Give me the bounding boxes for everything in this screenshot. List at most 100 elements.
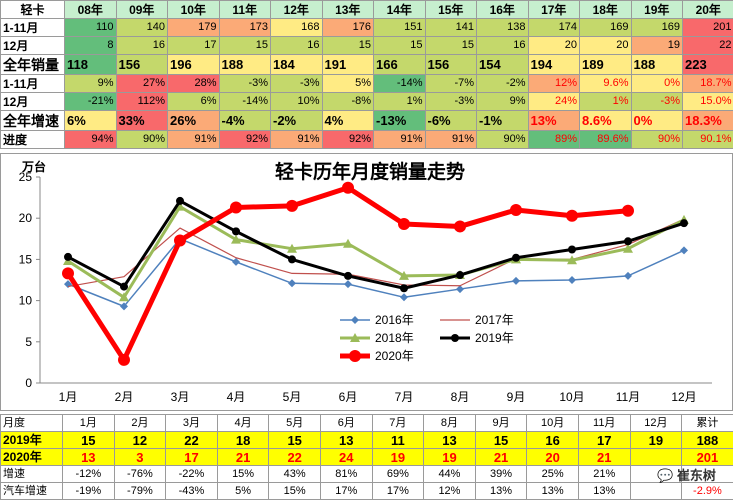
stat-cell: 188 <box>630 54 683 75</box>
month-header: 12月 <box>629 414 683 432</box>
data-point <box>286 199 298 212</box>
stat-cell: 20 <box>527 36 580 55</box>
stat-cell: 151 <box>373 18 426 37</box>
monthly-row: 增速 -12% -76% -22% 15% 43% 81% 69% 44% 39% 25% 21% <box>0 465 733 483</box>
stat-cell: 168 <box>270 18 323 37</box>
x-tick-label: 6月 <box>339 390 358 404</box>
monthly-cell: 69% <box>371 465 425 483</box>
y-tick-label: 10 <box>19 294 33 308</box>
monthly-cell: -79% <box>113 482 167 500</box>
row-label: 12月 <box>0 92 65 111</box>
monthly-cell: 81% <box>319 465 373 483</box>
monthly-cell: 17 <box>165 448 218 466</box>
x-tick-label: 8月 <box>451 390 470 404</box>
month-header: 3月 <box>165 414 218 432</box>
monthly-cell: 21% <box>577 465 631 483</box>
monthly-row: 汽车增速 -19% -79% -43% 5% 15% 17% 17% 12% 13% 13% 13% -… <box>0 482 733 500</box>
monthly-cell: 13 <box>423 431 476 449</box>
data-point <box>680 246 688 255</box>
month-header: 1月 <box>62 414 115 432</box>
monthly-cell: -76% <box>113 465 167 483</box>
stat-cell: 16 <box>270 36 323 55</box>
monthly-cell: 5% <box>216 482 270 500</box>
data-point <box>624 237 632 246</box>
stat-cell: 15 <box>424 36 477 55</box>
stat-cell: -21% <box>64 92 117 111</box>
data-point <box>623 243 633 253</box>
stat-cell: 169 <box>630 18 683 37</box>
stat-cell: 156 <box>424 54 477 75</box>
stat-cell: 110 <box>64 18 117 37</box>
data-point <box>344 280 352 289</box>
year-header: 18年 <box>579 0 632 19</box>
monthly-cell: 21 <box>577 448 631 466</box>
stat-cell: 22 <box>682 36 733 55</box>
year-header-row: 轻卡 08年 09年 10年 11年 12年 13年 14年 15年 16年 17年 18年 19年 20… <box>0 0 733 19</box>
stat-cell: 89.6% <box>579 130 632 149</box>
x-tick-label: 9月 <box>507 390 526 404</box>
legend-label: 2016年 <box>375 313 414 327</box>
data-point <box>451 334 459 342</box>
stat-cell: -8% <box>321 92 374 111</box>
stat-cell: 184 <box>270 54 323 75</box>
monthly-cell: 19 <box>371 448 425 466</box>
y-tick-label: 25 <box>19 170 33 184</box>
month-header: 10月 <box>526 414 579 432</box>
monthly-cell: 22 <box>165 431 218 449</box>
data-point <box>230 201 242 214</box>
chart-series <box>62 181 689 366</box>
stats-row: 全年增速 6% 33% 26% -4% -2% 4% -13% -6% -1% 13% 8.6% 0% 1… <box>0 110 733 131</box>
monthly-cell: 17% <box>371 482 425 500</box>
data-point <box>567 255 577 265</box>
stat-cell: -1% <box>476 110 529 131</box>
stat-cell: 179 <box>167 18 220 37</box>
stat-cell: 169 <box>579 18 632 37</box>
series-line <box>67 205 685 299</box>
stat-cell: 4% <box>321 110 374 131</box>
legend-label: 2017年 <box>475 313 514 327</box>
data-point <box>510 203 522 216</box>
monthly-cell: 20 <box>526 448 579 466</box>
monthly-cell: 17 <box>577 431 631 449</box>
stat-cell: 9% <box>64 74 117 93</box>
data-point <box>456 271 464 280</box>
stats-row: 1-11月 110 140 179 173 168 176 151 141 138 174 169 16… <box>0 18 733 37</box>
stat-cell: 90.1% <box>682 130 733 149</box>
data-point <box>454 220 466 233</box>
month-header: 2月 <box>113 414 167 432</box>
stat-cell: 27% <box>115 74 168 93</box>
row-label: 1-11月 <box>0 74 65 93</box>
stat-cell: 91% <box>373 130 426 149</box>
data-point <box>568 245 576 254</box>
monthly-cell: -43% <box>165 482 218 500</box>
row-label: 进度 <box>0 130 65 149</box>
data-point <box>176 196 184 205</box>
year-header: 09年 <box>115 0 168 19</box>
stat-cell: 8.6% <box>579 110 632 131</box>
stat-cell: 90% <box>630 130 683 149</box>
stat-cell: 33% <box>115 110 168 131</box>
month-header: 4月 <box>216 414 270 432</box>
x-tick-label: 10月 <box>559 390 584 404</box>
monthly-cell: 21 <box>216 448 270 466</box>
year-header: 11年 <box>218 0 271 19</box>
monthly-cell: 13% <box>526 482 579 500</box>
row-label: 全年增速 <box>0 110 65 131</box>
monthly-cell: 13% <box>577 482 631 500</box>
monthly-cell: 17% <box>319 482 373 500</box>
stat-cell: 6% <box>167 92 220 111</box>
data-point <box>568 276 576 284</box>
monthly-cell <box>629 482 683 500</box>
year-header: 20年 <box>682 0 733 19</box>
stat-cell: 141 <box>424 18 477 37</box>
data-point <box>343 238 353 248</box>
year-header: 10年 <box>167 0 220 19</box>
monthly-cell: 15 <box>62 431 115 449</box>
year-header: 14年 <box>373 0 426 19</box>
data-point <box>62 267 74 280</box>
month-header: 6月 <box>319 414 373 432</box>
stat-cell: 16 <box>476 36 529 55</box>
stat-cell: 15 <box>321 36 374 55</box>
data-point <box>119 292 129 302</box>
stat-cell: -14% <box>218 92 271 111</box>
